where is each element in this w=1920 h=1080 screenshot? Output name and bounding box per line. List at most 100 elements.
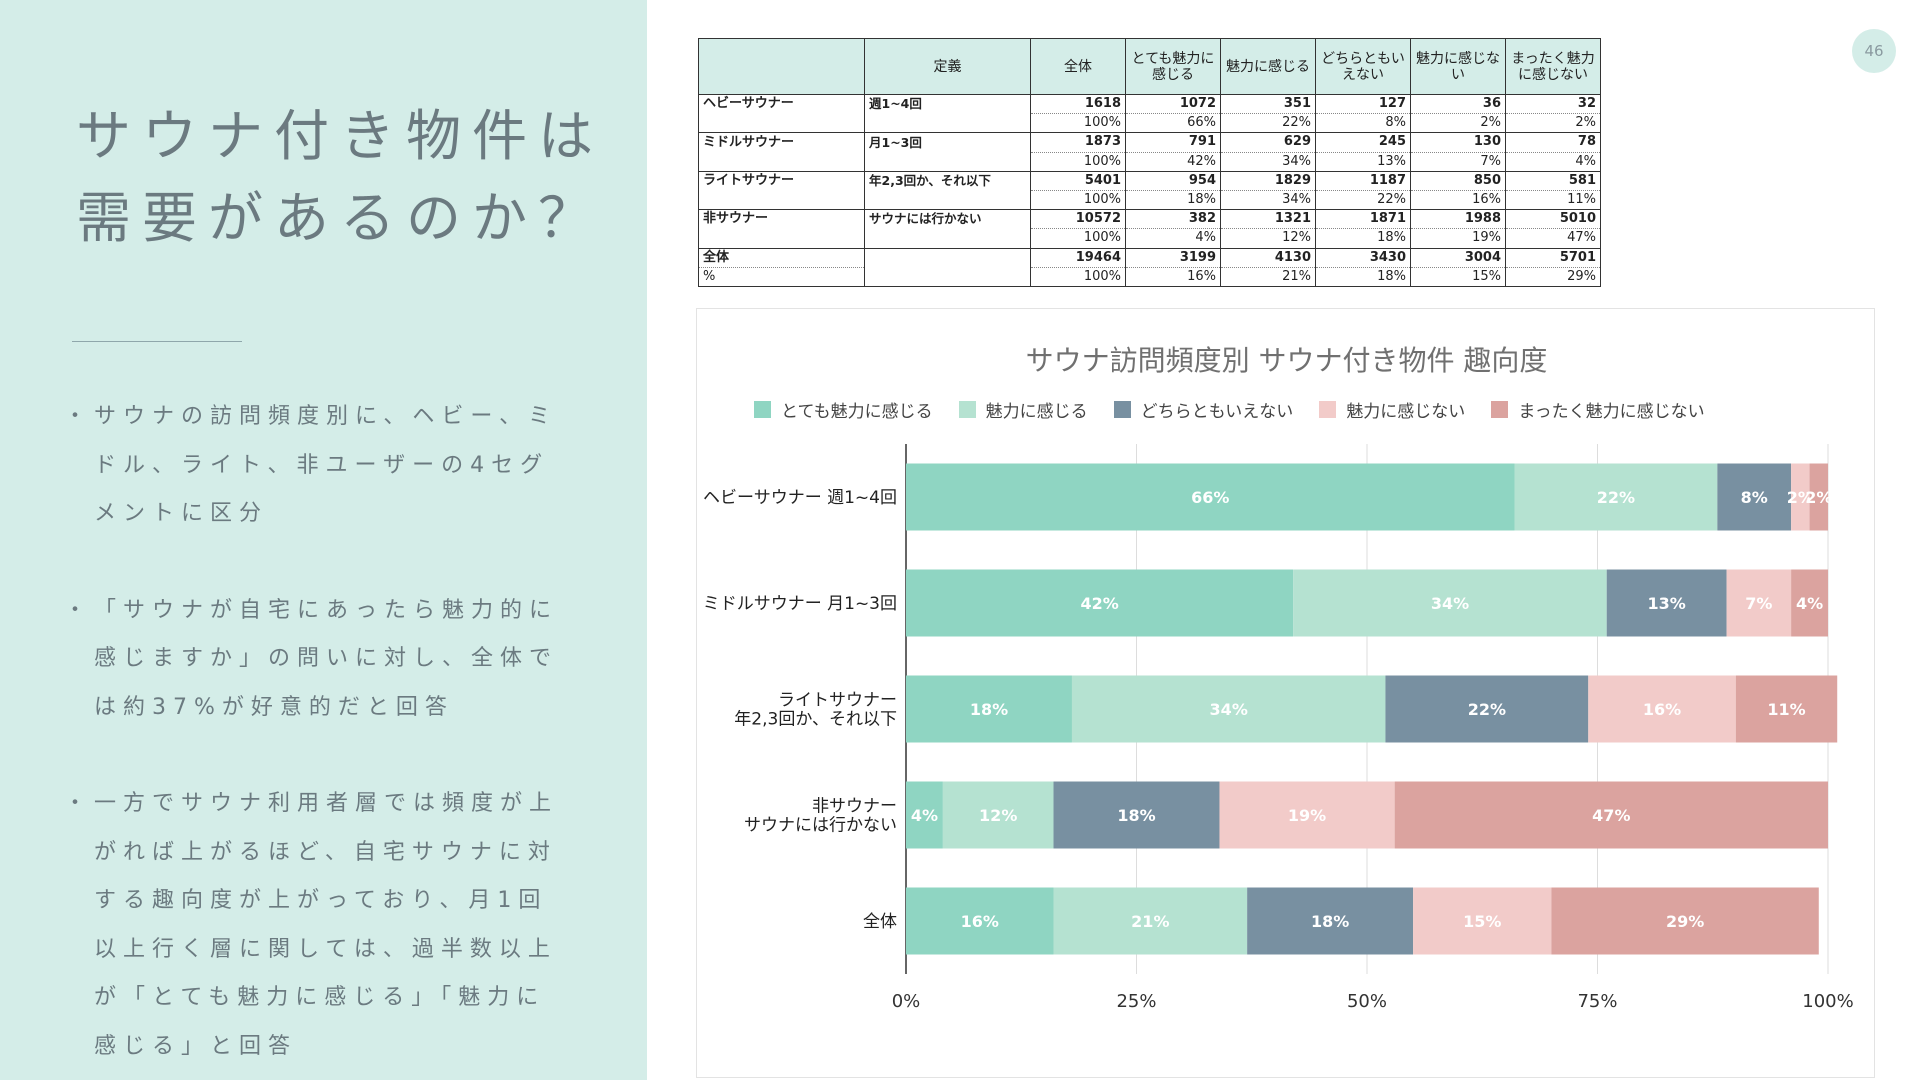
count-cell: 581	[1505, 170, 1601, 191]
page-number-badge: 46	[1852, 29, 1896, 73]
bar-segment	[942, 781, 1054, 849]
count-cell: 3199	[1125, 247, 1221, 268]
count-cell: 3430	[1315, 247, 1411, 268]
table-row: ミドルサウナー 月1~3回 1873 791 629 245 130 78	[698, 132, 1601, 153]
bar-segment	[1514, 463, 1718, 531]
data-label: 18%	[1311, 912, 1349, 931]
count-cell: 1988	[1410, 209, 1506, 229]
bar-segment	[1717, 463, 1792, 531]
percent-cell: 13%	[1315, 151, 1411, 172]
bullet-2: 「サウナが自宅にあったら魅力的に感じますか」の問いに対し、全体では約37%が好意…	[64, 587, 570, 733]
count-cell: 850	[1410, 170, 1506, 191]
empty-cell	[864, 190, 1031, 210]
table-row: ライトサウナー 年2,3回か、それ以下 5401 954 1829 1187 850 581	[698, 170, 1601, 191]
title-line-1: サウナ付き物件は	[76, 104, 605, 168]
count-cell: 791	[1125, 132, 1221, 153]
bar-segment	[1791, 569, 1828, 637]
legend-label: 魅力に感じる	[985, 402, 1088, 422]
x-tick-label: 100%	[1802, 991, 1853, 1012]
legend-swatch	[1113, 401, 1131, 418]
percent-cell: 2%	[1505, 113, 1601, 133]
count-cell: 5701	[1505, 247, 1601, 268]
legend-label: どちらともいえない	[1140, 402, 1294, 422]
bar-segment	[1385, 675, 1589, 743]
title-divider	[72, 341, 242, 342]
data-label: 16%	[1643, 700, 1681, 719]
count-cell: 1321	[1220, 209, 1316, 229]
percent-cell: 15%	[1410, 266, 1506, 287]
bar-segment	[906, 675, 1072, 743]
percent-cell: 42%	[1125, 151, 1221, 172]
table-row: 非サウナー サウナには行かない 10572 382 1321 1871 1988 5010	[698, 209, 1601, 229]
data-label: 34%	[1431, 594, 1469, 613]
data-label: 19%	[1288, 806, 1326, 825]
percent-cell: 29%	[1505, 266, 1601, 287]
x-tick-label: 50%	[1347, 991, 1387, 1012]
bar-segment	[1293, 569, 1607, 637]
data-label: 66%	[1191, 488, 1229, 507]
percent-cell: 22%	[1315, 189, 1411, 210]
table-header: とても魅力に感じる	[1125, 38, 1221, 95]
chart-legend: とても魅力に感じる 魅力に感じる どちらともいえない 魅力に感じない まったく魅力に感じ…	[754, 397, 1705, 422]
data-label: 12%	[979, 806, 1017, 825]
count-cell: 954	[1125, 170, 1221, 191]
table-header: 魅力に感じない	[1410, 38, 1506, 95]
data-label: 18%	[1117, 806, 1155, 825]
legend-label: 魅力に感じない	[1346, 402, 1466, 422]
percent-cell: 22%	[1220, 113, 1316, 133]
bar-segment	[1394, 781, 1828, 849]
count-cell: 351	[1220, 93, 1316, 114]
percent-cell: 100%	[1030, 189, 1126, 210]
legend-swatch	[754, 401, 771, 418]
data-label: 29%	[1666, 912, 1704, 931]
category-label: 全体	[863, 912, 897, 932]
empty-cell	[864, 113, 1031, 133]
percent-cell: 12%	[1220, 228, 1316, 248]
legend-label: とても魅力に感じる	[781, 402, 933, 422]
legend-label: まったく魅力に感じない	[1518, 402, 1705, 422]
data-label: 7%	[1745, 594, 1772, 613]
bullet-3: 一方でサウナ利用者層では頻度が上がれば上がるほど、自宅サウナに対する趣向度が上が…	[64, 780, 570, 1071]
table-header: どちらともいえない	[1315, 38, 1411, 95]
percent-cell: 8%	[1315, 113, 1411, 133]
percent-cell: 47%	[1505, 228, 1601, 248]
legend-item: とても魅力に感じる	[754, 397, 933, 422]
percent-cell: 34%	[1220, 151, 1316, 172]
stacked-bar-chart: 0% 25% 50% 75% 100% ヘビーサウナー 週1~4回 66% 22% 8% 2%2%…	[703, 444, 1854, 1012]
legend-swatch	[1491, 401, 1509, 418]
data-label: 4%	[911, 806, 938, 825]
percent-cell: 21%	[1220, 266, 1316, 287]
bar-segment	[1606, 569, 1727, 637]
slide-title: サウナ付き物件は 需要があるのか？	[76, 95, 616, 259]
percent-cell: 7%	[1410, 151, 1506, 172]
table-header: まったく魅力に感じない	[1505, 38, 1601, 95]
table-row: % 100% 16% 21% 18% 15% 29%	[698, 266, 1601, 287]
percent-cell: 100%	[1030, 228, 1126, 248]
definition-cell: サウナには行かない	[864, 209, 1031, 229]
percent-cell: 16%	[1410, 189, 1506, 210]
bullet-1: サウナの訪問頻度別に、ヘビー、ミドル、ライト、非ユーザーの4セグメントに区分	[64, 393, 570, 539]
bar-segment	[1551, 887, 1819, 955]
percent-cell: 66%	[1125, 113, 1221, 133]
segment-cell: ヘビーサウナー	[698, 93, 865, 114]
pct-label-cell: %	[698, 266, 865, 287]
empty-cell	[864, 228, 1031, 248]
data-label: 42%	[1080, 594, 1118, 613]
category-label: 非サウナー	[812, 797, 897, 817]
count-cell: 1873	[1030, 132, 1126, 153]
category-label: ヘビーサウナー 週1~4回	[703, 488, 897, 508]
data-label: 13%	[1648, 594, 1686, 613]
legend-item: まったく魅力に感じない	[1491, 397, 1705, 422]
count-cell: 1072	[1125, 93, 1221, 114]
percent-cell: 2%	[1410, 113, 1506, 133]
data-label: 18%	[970, 700, 1008, 719]
table-row: 100% 66% 22% 8% 2% 2%	[698, 113, 1601, 133]
bar-segment	[1053, 781, 1220, 849]
data-label: 22%	[1597, 488, 1635, 507]
count-cell: 130	[1410, 132, 1506, 153]
count-cell: 629	[1220, 132, 1316, 153]
category-label: ライトサウナー	[778, 691, 897, 711]
bar-segment	[906, 781, 943, 849]
legend-item: どちらともいえない	[1113, 397, 1294, 422]
